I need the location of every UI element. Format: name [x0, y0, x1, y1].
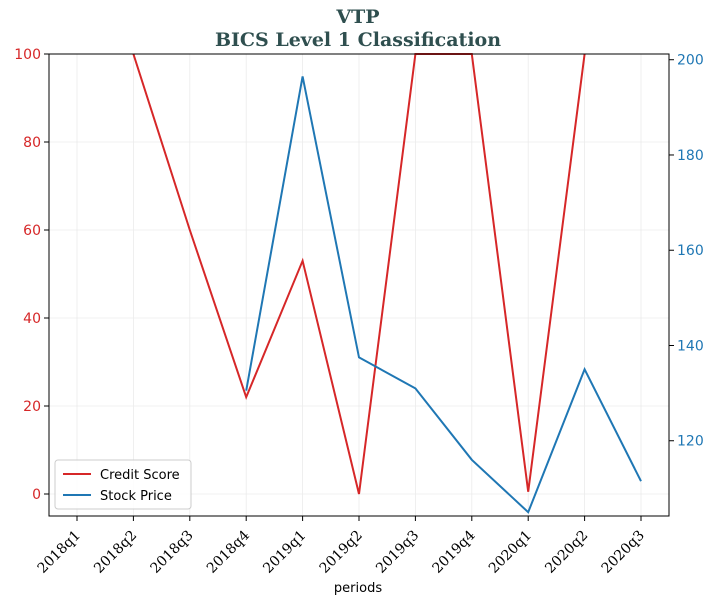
- series-line-stock-price: [245, 76, 642, 514]
- x-tick-label: 2019q3: [373, 528, 422, 577]
- left-tick-label: 60: [23, 223, 41, 239]
- right-tick-label: 120: [677, 434, 704, 450]
- left-tick-label: 100: [14, 47, 41, 63]
- x-tick-label: 2020q1: [486, 528, 535, 577]
- x-tick-label: 2019q2: [317, 528, 366, 577]
- left-tick-label: 40: [23, 311, 41, 327]
- x-tick-label: 2020q3: [599, 528, 648, 577]
- right-tick-label: 140: [677, 338, 704, 354]
- series-lines: [132, 53, 642, 514]
- x-tick-label: 2019q4: [429, 527, 478, 576]
- left-tick-label: 0: [32, 487, 41, 503]
- x-tick-label: 2018q2: [91, 528, 140, 577]
- plot-frame: [48, 53, 670, 517]
- right-tick-label: 180: [677, 148, 704, 164]
- chart-title: VTP: [335, 6, 379, 28]
- x-tick-label: 2020q2: [542, 528, 591, 577]
- legend-label-credit-score: Credit Score: [100, 468, 180, 483]
- x-tick-label: 2018q4: [204, 527, 253, 576]
- legend-box: [54, 459, 192, 510]
- right-tick-label: 160: [677, 243, 704, 259]
- legend-label-stock-price: Stock Price: [100, 489, 172, 504]
- chart-subtitle: BICS Level 1 Classification: [215, 29, 501, 51]
- left-tick-label: 80: [23, 135, 41, 151]
- x-tick-label: 2018q1: [35, 528, 84, 577]
- x-axis: 2018q1 2018q2 2018q3 2018q4 2019q1 2019q2 2019…: [35, 516, 648, 577]
- right-tick-label: 200: [677, 53, 704, 69]
- x-tick-label: 2019q1: [260, 528, 309, 577]
- left-axis: 0 20 40 60 80 100: [14, 47, 49, 503]
- left-tick-label: 20: [23, 399, 41, 415]
- legend: Credit Score Stock Price: [54, 459, 192, 510]
- x-axis-label: periods: [334, 581, 382, 596]
- right-axis: 120 140 160 180 200: [669, 53, 704, 450]
- x-tick-label: 2018q3: [147, 528, 196, 577]
- series-line-credit-score: [132, 53, 586, 495]
